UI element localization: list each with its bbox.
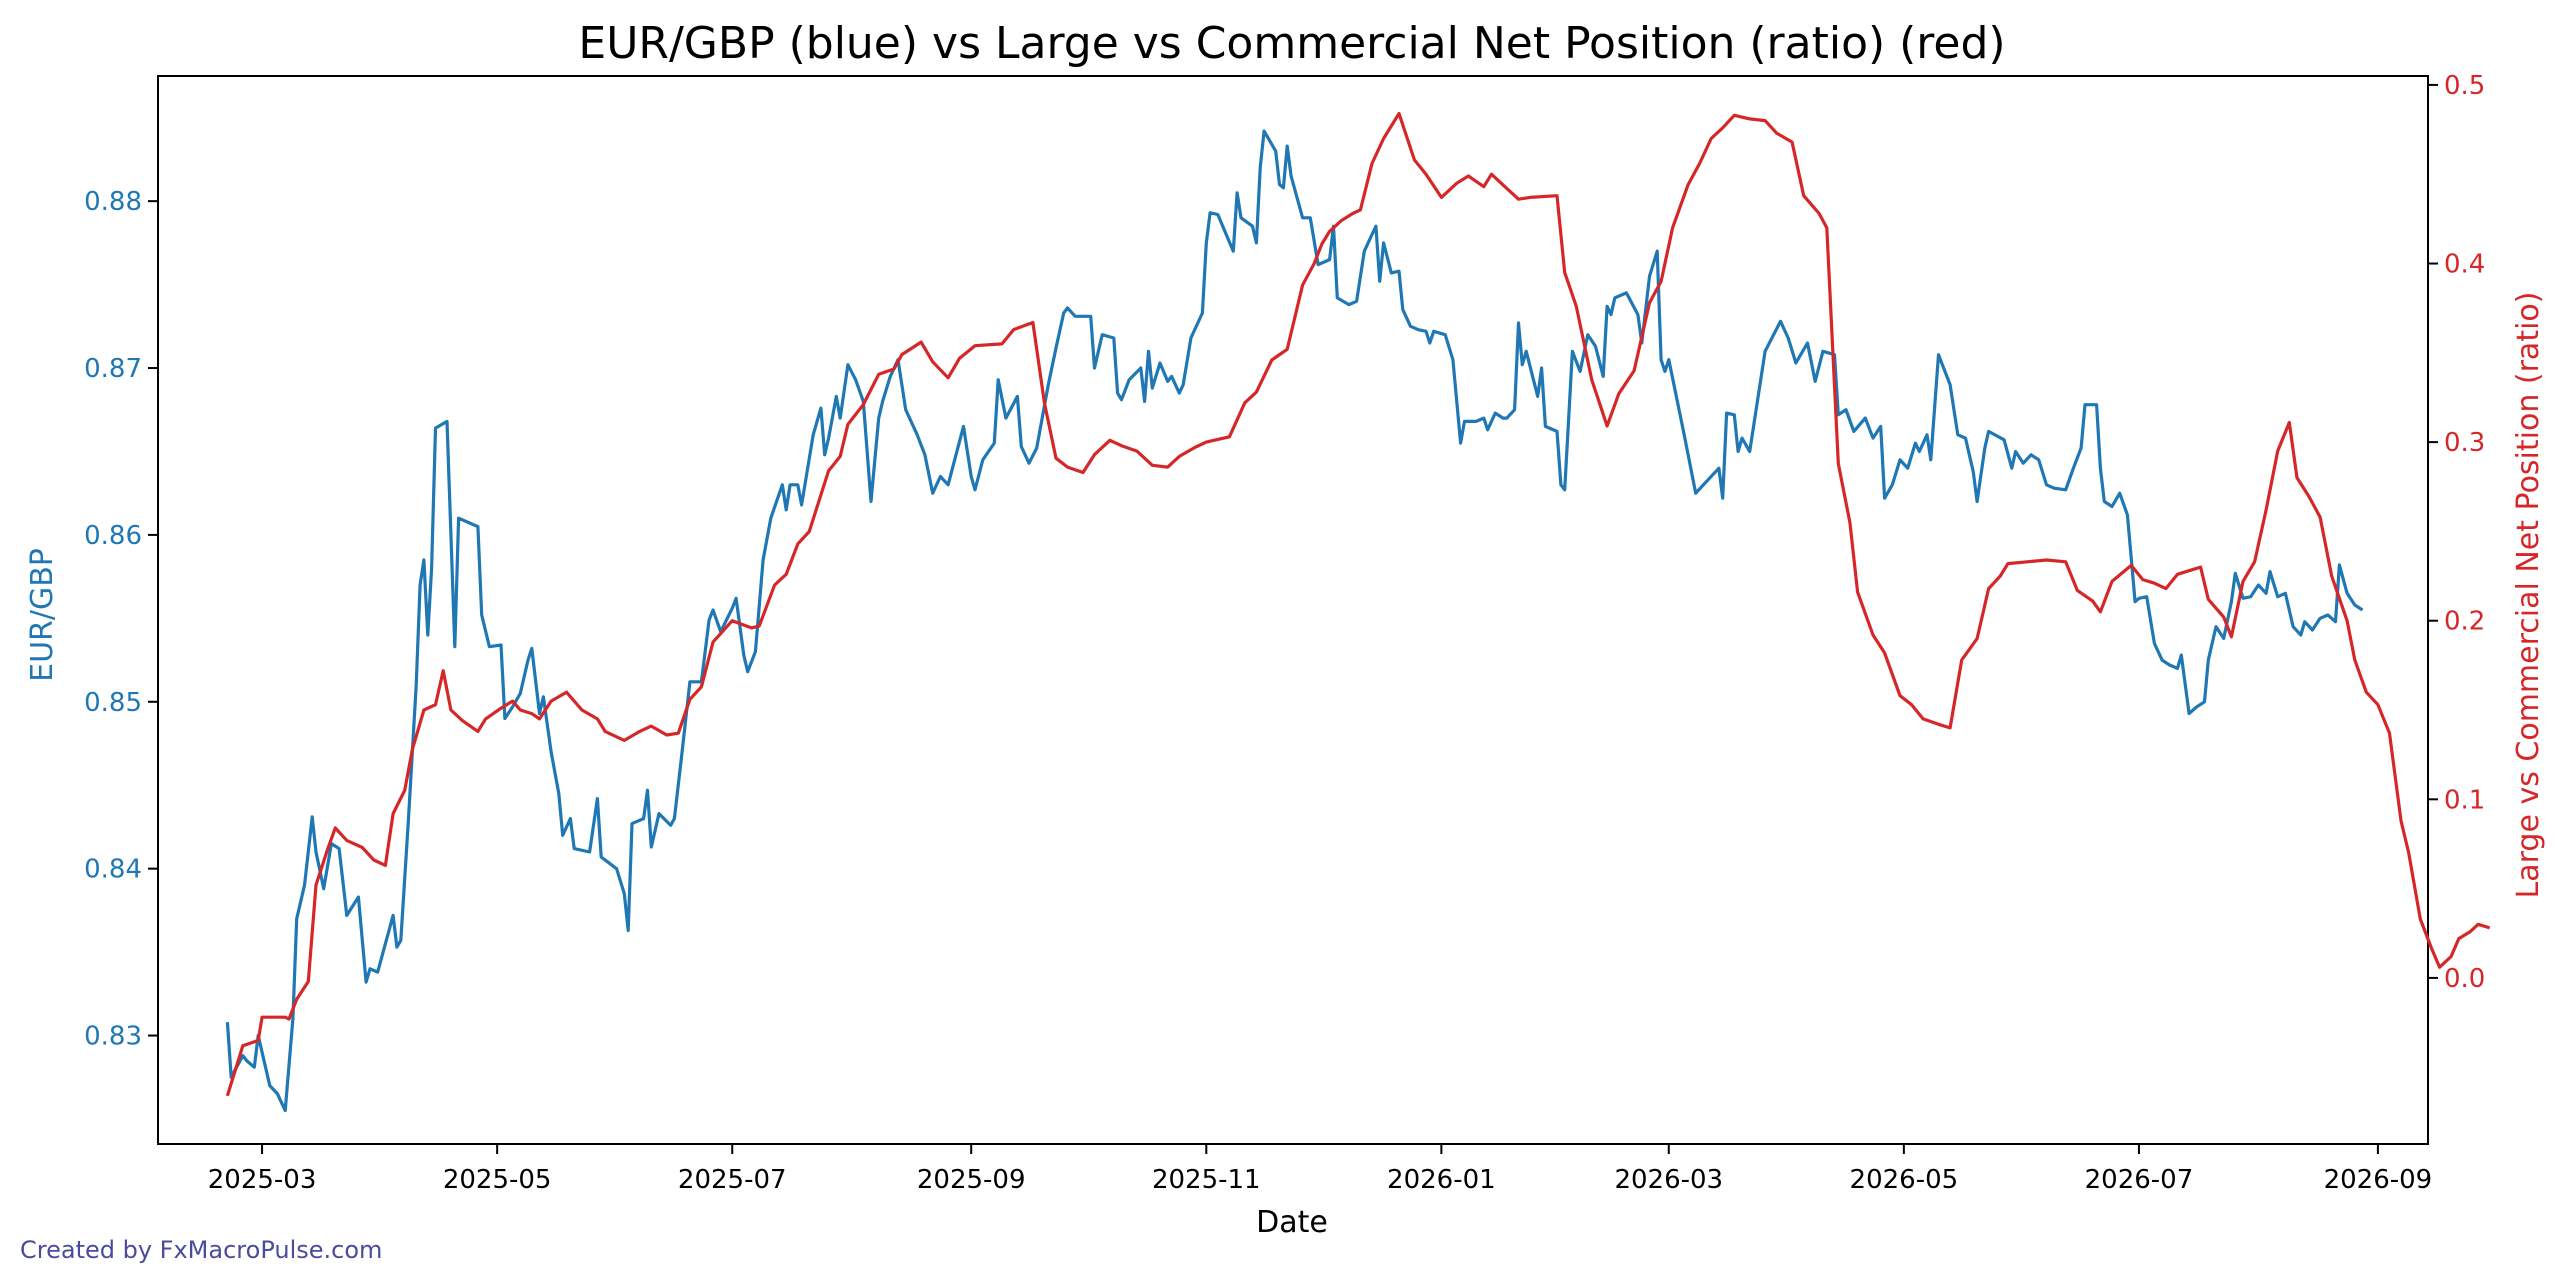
right-axis: 0.0 0.1 0.2 0.3 0.4 0.5 (2428, 71, 2485, 994)
y-right-tick-label: 0.2 (2444, 607, 2485, 637)
plot-frame (157, 75, 2429, 1145)
x-tick-label: 2025-03 (208, 1165, 317, 1195)
credit-text: Created by FxMacroPulse.com (20, 1236, 383, 1264)
series-group (225, 111, 2491, 1113)
y-left-tick-label: 0.85 (84, 688, 142, 718)
y-left-tick-label: 0.84 (84, 855, 142, 885)
x-tick-label: 2026-05 (1850, 1165, 1959, 1195)
chart-title: EUR/GBP (blue) vs Large vs Commercial Ne… (578, 18, 2005, 69)
x-axis-label: Date (1256, 1205, 1328, 1240)
y-right-tick-label: 0.4 (2444, 250, 2485, 280)
y-right-tick-label: 0.3 (2444, 428, 2485, 458)
y-right-tick-label: 0.1 (2444, 785, 2485, 815)
x-tick-label: 2026-03 (1614, 1165, 1723, 1195)
y-left-tick-label: 0.83 (84, 1022, 142, 1052)
y-left-tick-label: 0.86 (84, 521, 142, 551)
x-tick-label: 2025-09 (917, 1165, 1026, 1195)
net-position-line (225, 111, 2491, 1097)
x-tick-label: 2025-11 (1152, 1165, 1261, 1195)
y-axis-label-right: Large vs Commercial Net Position (ratio) (2511, 292, 2546, 899)
y-right-tick-label: 0.5 (2444, 71, 2485, 101)
x-tick-label: 2025-07 (678, 1165, 787, 1195)
x-tick-label: 2026-07 (2085, 1165, 2194, 1195)
x-tick-label: 2025-05 (443, 1165, 552, 1195)
left-axis: 0.83 0.84 0.85 0.86 0.87 0.88 (84, 187, 158, 1052)
x-tick-label: 2026-01 (1387, 1165, 1496, 1195)
y-axis-label-left: EUR/GBP (25, 548, 60, 682)
y-right-tick-label: 0.0 (2444, 964, 2485, 994)
eurgbp-line (225, 129, 2364, 1113)
x-axis: 2025-03 2025-05 2025-07 2025-09 2025-11 2026-… (208, 1144, 2432, 1195)
y-left-tick-label: 0.88 (84, 187, 142, 217)
y-left-tick-label: 0.87 (84, 354, 142, 384)
x-tick-label: 2026-09 (2324, 1165, 2433, 1195)
